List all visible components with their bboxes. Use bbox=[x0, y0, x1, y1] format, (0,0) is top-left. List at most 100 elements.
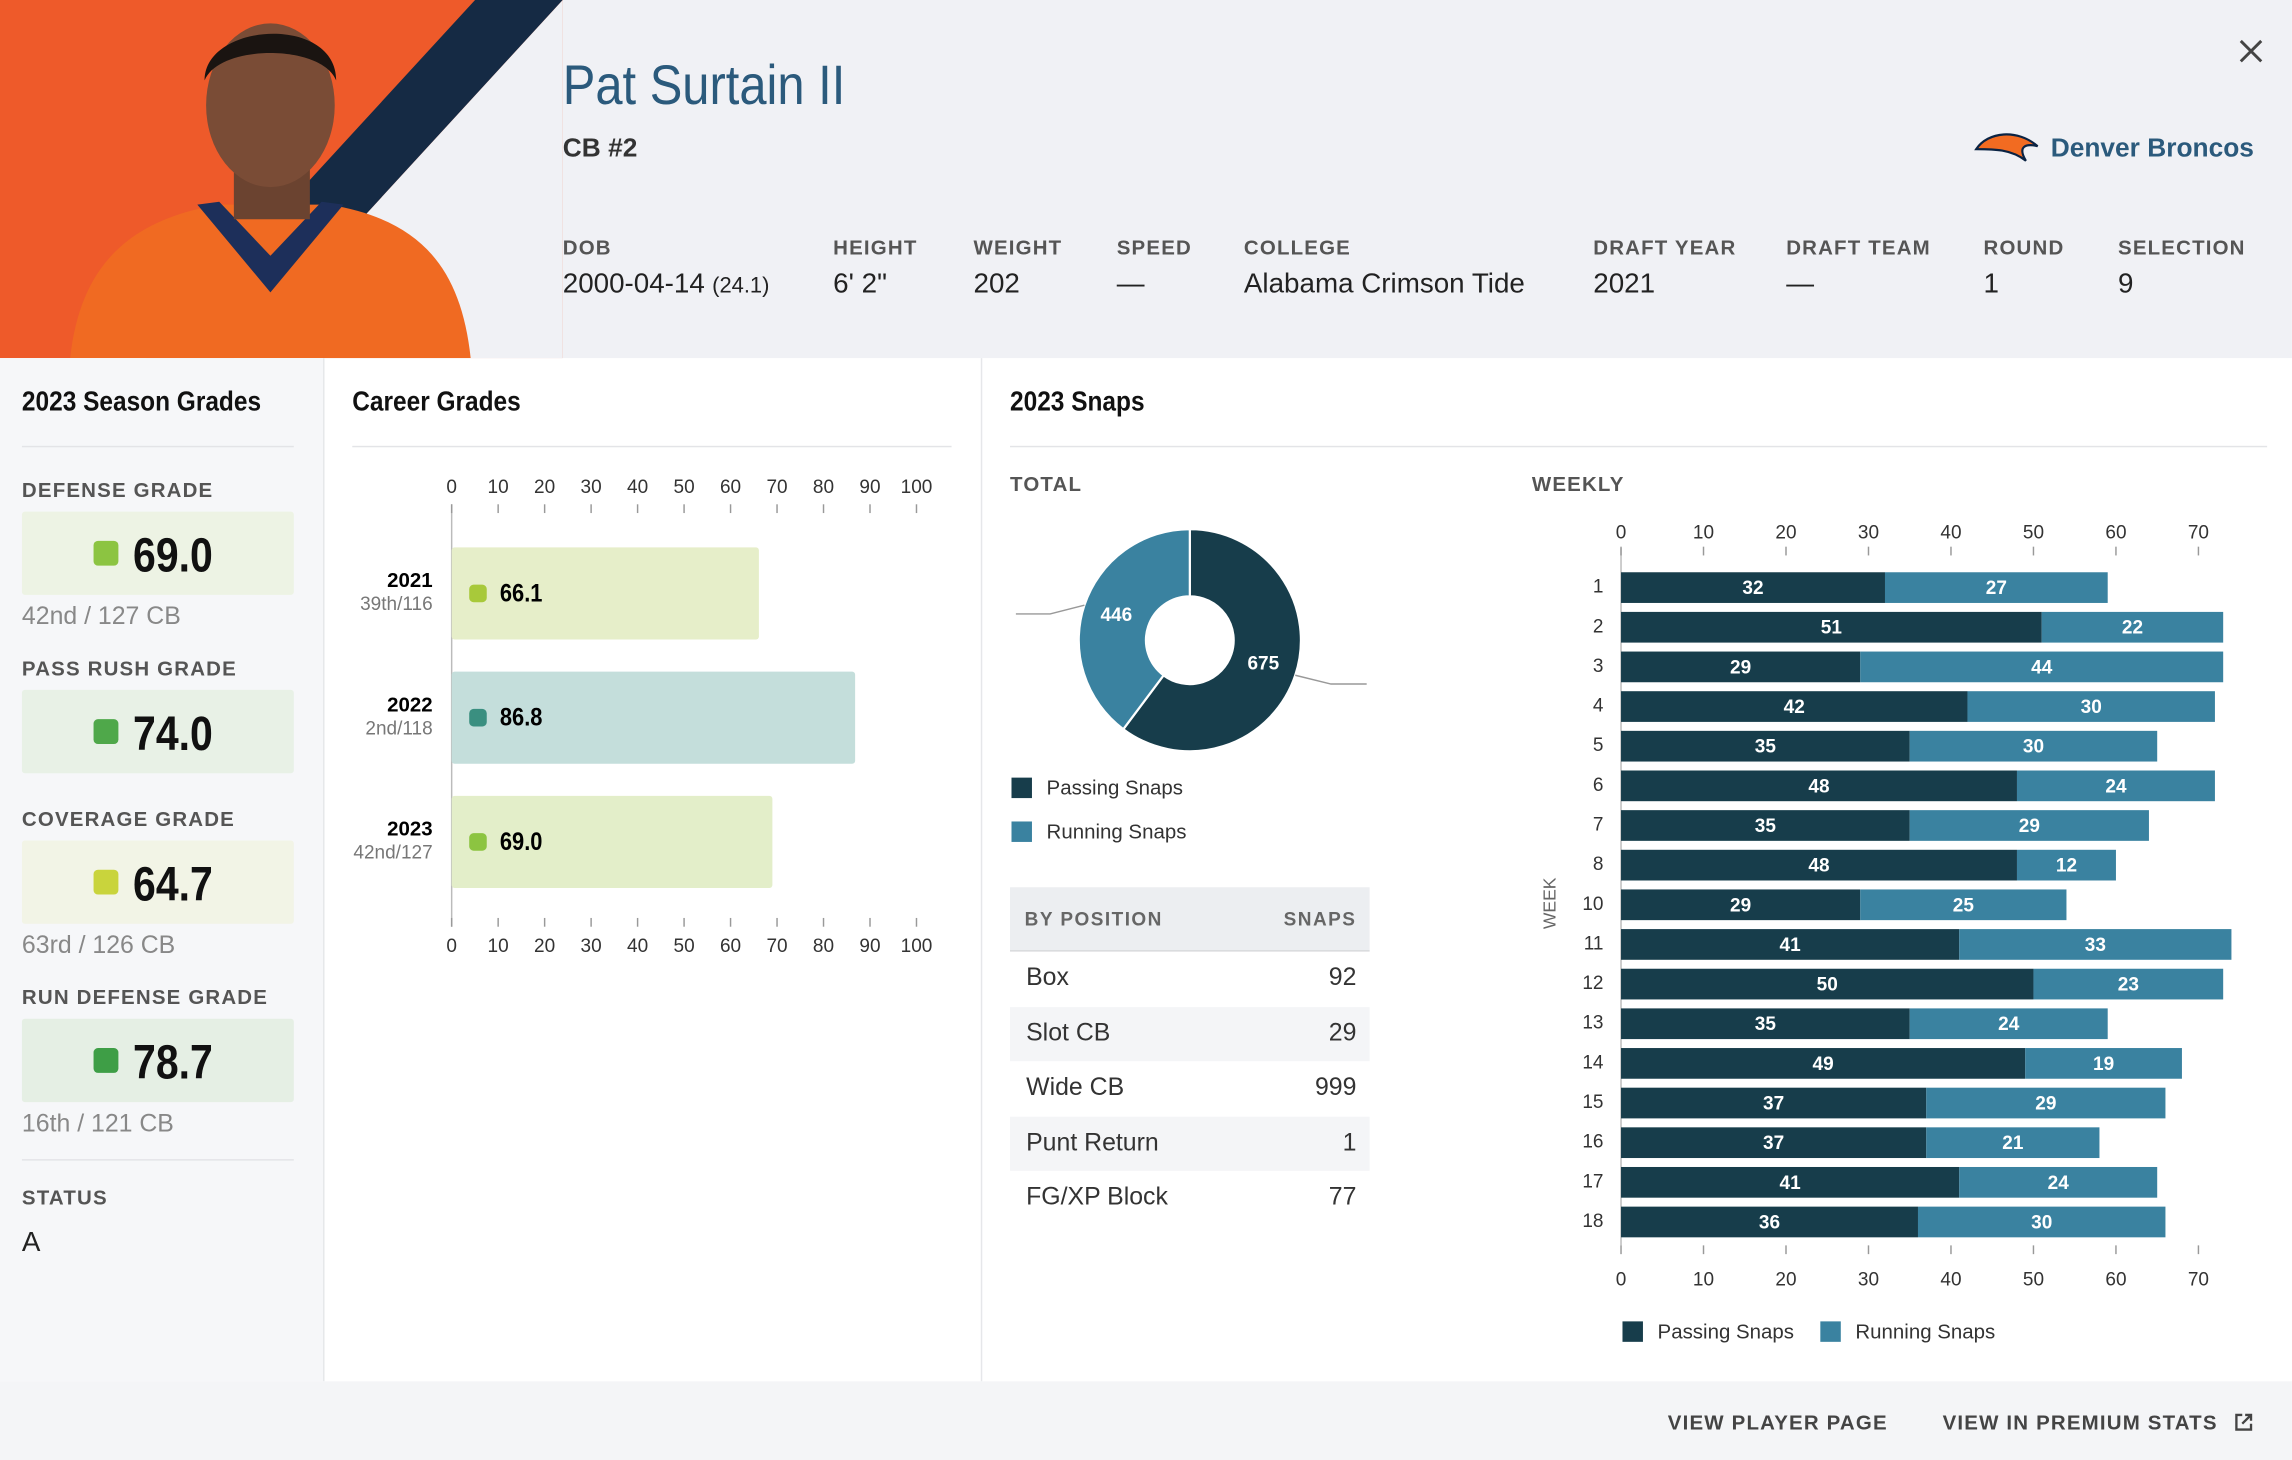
segment-label: 21 bbox=[2002, 1133, 2024, 1154]
x-tick-label: 70 bbox=[2188, 523, 2209, 544]
value-dot bbox=[469, 833, 487, 851]
category-label: 2021 bbox=[387, 569, 433, 592]
category-label: 2022 bbox=[387, 693, 433, 716]
x-tick-label: 10 bbox=[488, 477, 509, 498]
info-value: Alabama Crimson Tide bbox=[1243, 268, 1525, 300]
segment-label: 37 bbox=[1763, 1133, 1784, 1154]
close-button[interactable] bbox=[2238, 38, 2264, 64]
table-row-bg bbox=[1010, 1116, 1370, 1171]
y-tick-label: 1 bbox=[1593, 577, 1604, 598]
y-tick-label: 7 bbox=[1593, 815, 1604, 836]
hair bbox=[204, 33, 337, 81]
grade-rank: 16th / 121 CB bbox=[21, 1109, 174, 1138]
bar-segment bbox=[1909, 730, 2158, 762]
legend-label: Passing Snaps bbox=[1047, 777, 1183, 800]
table-header: BY POSITION bbox=[1024, 907, 1163, 930]
segment-label: 30 bbox=[2081, 697, 2102, 718]
bar-segment bbox=[1621, 730, 1910, 762]
grade-dot bbox=[93, 1048, 119, 1073]
grade-label: RUN DEFENSE GRADE bbox=[21, 985, 269, 1009]
bar-segment bbox=[1621, 810, 1910, 841]
bar-segment bbox=[1621, 1087, 1927, 1119]
bar-segment bbox=[1959, 1166, 2158, 1198]
bar-segment bbox=[1621, 770, 2017, 802]
legend-label: Running Snaps bbox=[1855, 1320, 1995, 1343]
team-logo bbox=[1974, 133, 2039, 162]
segment-label: 35 bbox=[1755, 816, 1777, 837]
legend-label: Passing Snaps bbox=[1658, 1320, 1794, 1343]
legend-swatch bbox=[1820, 1321, 1841, 1342]
y-tick-label: 6 bbox=[1593, 775, 1604, 796]
segment-label: 51 bbox=[1821, 618, 1843, 639]
x-tick-label: 0 bbox=[1616, 523, 1627, 544]
segment-label: 32 bbox=[1742, 578, 1763, 599]
table-cell: Wide CB bbox=[1026, 1072, 1125, 1101]
view-player-page[interactable]: VIEW PLAYER PAGE bbox=[1667, 1410, 1888, 1434]
grade-dot bbox=[93, 719, 119, 745]
segment-label: 50 bbox=[1817, 975, 1838, 996]
bar-segment bbox=[1621, 849, 2017, 881]
x-tick-label: 80 bbox=[813, 477, 834, 498]
info-label: DOB bbox=[562, 235, 612, 259]
info-label: DRAFT YEAR bbox=[1593, 235, 1737, 259]
legend-label: Running Snaps bbox=[1047, 821, 1187, 844]
legend-swatch bbox=[1011, 777, 1032, 799]
grade-value: 69.0 bbox=[133, 527, 213, 582]
info-value: — bbox=[1116, 268, 1145, 300]
segment-label: 24 bbox=[1998, 1014, 2020, 1035]
grade-label: COVERAGE GRADE bbox=[21, 806, 236, 831]
bar-segment bbox=[1621, 1048, 2026, 1079]
info-value: — bbox=[1786, 268, 1814, 300]
x-tick-label: 0 bbox=[446, 477, 457, 498]
x-tick-label: 100 bbox=[901, 936, 933, 957]
external-icon bbox=[2235, 1413, 2253, 1431]
info-label: SELECTION bbox=[2118, 235, 2246, 259]
value-label: 86.8 bbox=[500, 703, 543, 731]
view-premium-stats[interactable]: VIEW IN PREMIUM STATS bbox=[1942, 1410, 2218, 1434]
bar-segment bbox=[1621, 1127, 1927, 1159]
grade-box bbox=[21, 511, 294, 595]
section-title: Career Grades bbox=[352, 387, 521, 419]
player-position: CB #2 bbox=[562, 133, 638, 163]
segment-label: 36 bbox=[1759, 1212, 1780, 1233]
section-title: 2023 Season Grades bbox=[21, 387, 262, 419]
x-tick-label: 100 bbox=[901, 477, 933, 498]
x-tick-label: 30 bbox=[581, 936, 602, 957]
x-tick-label: 60 bbox=[2105, 523, 2126, 544]
bar-segment bbox=[1621, 968, 2034, 1000]
y-tick-label: 12 bbox=[1582, 973, 1603, 994]
x-tick-label: 90 bbox=[859, 936, 880, 957]
info-label: SPEED bbox=[1116, 235, 1192, 259]
bar-segment bbox=[1909, 1008, 2108, 1040]
grade-value: 74.0 bbox=[133, 706, 213, 761]
slice-label: 675 bbox=[1247, 654, 1279, 675]
x-tick-label: 60 bbox=[2105, 1269, 2126, 1290]
segment-label: 29 bbox=[1730, 657, 1751, 678]
segment-label: 29 bbox=[2035, 1094, 2056, 1115]
x-tick-label: 30 bbox=[1858, 1269, 1879, 1290]
rule bbox=[21, 1159, 294, 1161]
x-tick-label: 40 bbox=[627, 936, 648, 957]
table-header-bg bbox=[1010, 887, 1370, 952]
info-value: 1 bbox=[1983, 268, 1999, 300]
bar-segment bbox=[1621, 1166, 1960, 1198]
category-sublabel: 2nd/118 bbox=[365, 718, 432, 739]
x-tick-label: 20 bbox=[534, 477, 555, 498]
subtitle: TOTAL bbox=[1010, 472, 1083, 496]
grade-dot bbox=[93, 869, 119, 895]
external-icon-path bbox=[2235, 1413, 2253, 1431]
team-name: Denver Broncos bbox=[2050, 133, 2254, 163]
x-tick-label: 50 bbox=[674, 477, 695, 498]
grade-rank: 42nd / 127 CB bbox=[21, 602, 181, 630]
segment-label: 41 bbox=[1780, 1173, 1802, 1194]
table-cell: 29 bbox=[1328, 1018, 1357, 1046]
x-tick-label: 40 bbox=[627, 477, 648, 498]
bar-segment bbox=[1959, 929, 2232, 960]
table-cell: 1 bbox=[1342, 1127, 1357, 1156]
segment-label: 24 bbox=[2048, 1173, 2070, 1194]
info-label: COLLEGE bbox=[1243, 235, 1352, 259]
grade-dot bbox=[93, 540, 119, 566]
x-tick-label: 60 bbox=[720, 477, 741, 498]
pie-slice bbox=[1121, 528, 1303, 753]
